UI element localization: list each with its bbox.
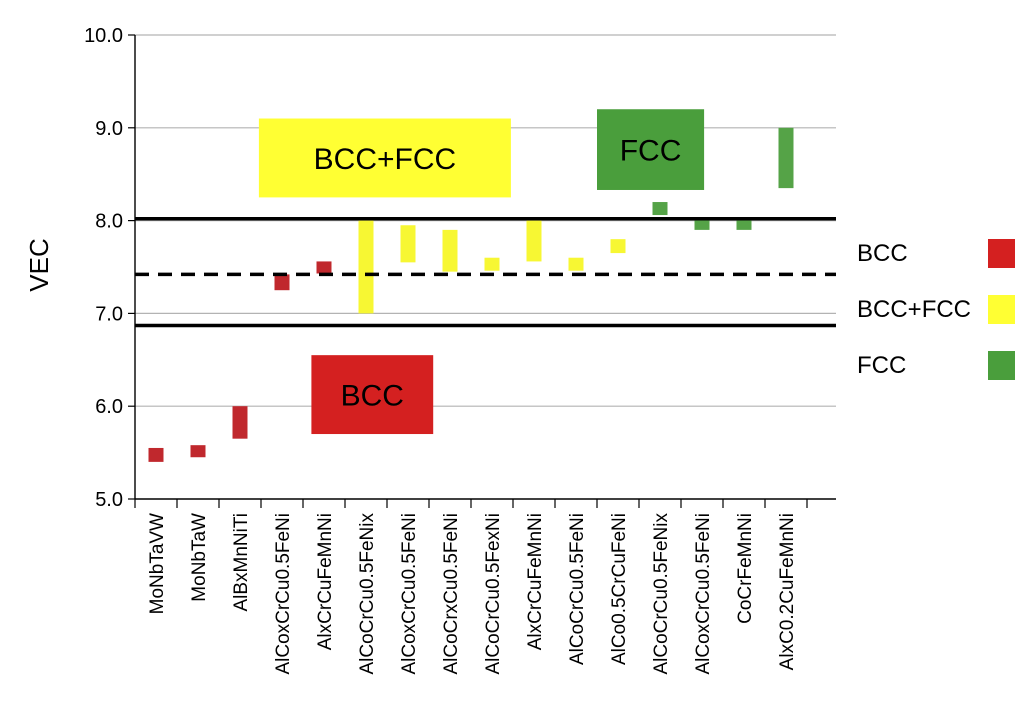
y-tick-label: 8.0: [95, 211, 123, 233]
x-tick-label: AlCoCrCu0.5FeNi: [567, 513, 588, 665]
range-bar: [568, 257, 584, 271]
x-tick-label: AlCoCrCu0.5FeNix: [651, 513, 672, 675]
legend-label: FCC: [857, 352, 906, 379]
y-tick-label: 6.0: [95, 396, 123, 418]
legend-swatch: [988, 239, 1015, 268]
x-tick-label: AlxC0.2CuFeMnNi: [777, 513, 798, 670]
range-bar: [274, 274, 290, 291]
region-label: FCC: [620, 135, 682, 168]
phase-region-boxes: BCC+FCC FCC BCC: [258, 109, 705, 435]
range-bar: [442, 229, 458, 272]
x-tick-label: AlCoxCrCu0.5FeNi: [693, 513, 714, 675]
range-bar: [652, 202, 668, 216]
region-label: BCC+FCC: [314, 143, 457, 176]
range-bar: [232, 406, 248, 439]
x-tick-label: AlCoxCrCu0.5FeNi: [273, 513, 294, 675]
x-tick-label: AlCoCrxCu0.5FeNi: [441, 513, 462, 675]
gridlines: [135, 34, 836, 407]
range-bar: [736, 217, 752, 230]
legend-label: BCC: [857, 240, 908, 267]
x-tick-label: AlCoCrCu0.5FeNix: [357, 513, 378, 675]
range-bar: [694, 217, 710, 230]
range-bar: [148, 447, 164, 462]
legend: BCC BCC+FCC FCC: [857, 239, 1015, 380]
x-tick-label: AlxCrCuFeMnNi: [315, 513, 336, 650]
range-bar: [610, 239, 626, 254]
range-bar: [358, 220, 374, 314]
x-tick-label: AlxCrCuFeMnNi: [525, 513, 546, 650]
range-bar: [778, 127, 794, 189]
range-bar: [400, 225, 416, 263]
region-box-bcc: [311, 355, 434, 435]
x-tick-label: AlBxMnNiTi: [231, 513, 252, 612]
threshold-lines: [135, 216, 836, 328]
range-bar: [316, 261, 332, 274]
region-box-bcc-fcc: [258, 118, 511, 198]
x-tick-label: AlCo0.5CrCuFeNi: [609, 513, 630, 665]
x-tick-label: AlCoCrCu0.5FexNi: [483, 513, 504, 675]
legend-label: BCC+FCC: [857, 296, 971, 323]
axes: 5.0 6.0 7.0 8.0 9.0 10.0 MoNbTaVW MoNbTaW AlBxMn…: [84, 25, 836, 675]
y-tick-label: 9.0: [95, 118, 123, 140]
range-bar: [190, 445, 206, 458]
vec-range-bars: [148, 127, 794, 462]
region-label: BCC: [341, 380, 404, 413]
y-tick-label: 5.0: [95, 489, 123, 511]
y-tick-label: 7.0: [95, 303, 123, 325]
x-tick-label: MoNbTaW: [189, 513, 210, 602]
x-tick-label: AlCoxCrCu0.5FeNi: [399, 513, 420, 675]
region-box-fcc: [597, 109, 705, 190]
x-tick-label: MoNbTaVW: [147, 513, 168, 614]
y-axis-title: VEC: [24, 238, 54, 291]
x-tick-label: CoCrFeMnNi: [735, 513, 756, 624]
range-bar: [526, 220, 542, 262]
range-bar: [484, 257, 500, 271]
legend-swatch: [988, 351, 1015, 380]
y-tick-label: 10.0: [84, 25, 123, 47]
legend-swatch: [988, 295, 1015, 324]
